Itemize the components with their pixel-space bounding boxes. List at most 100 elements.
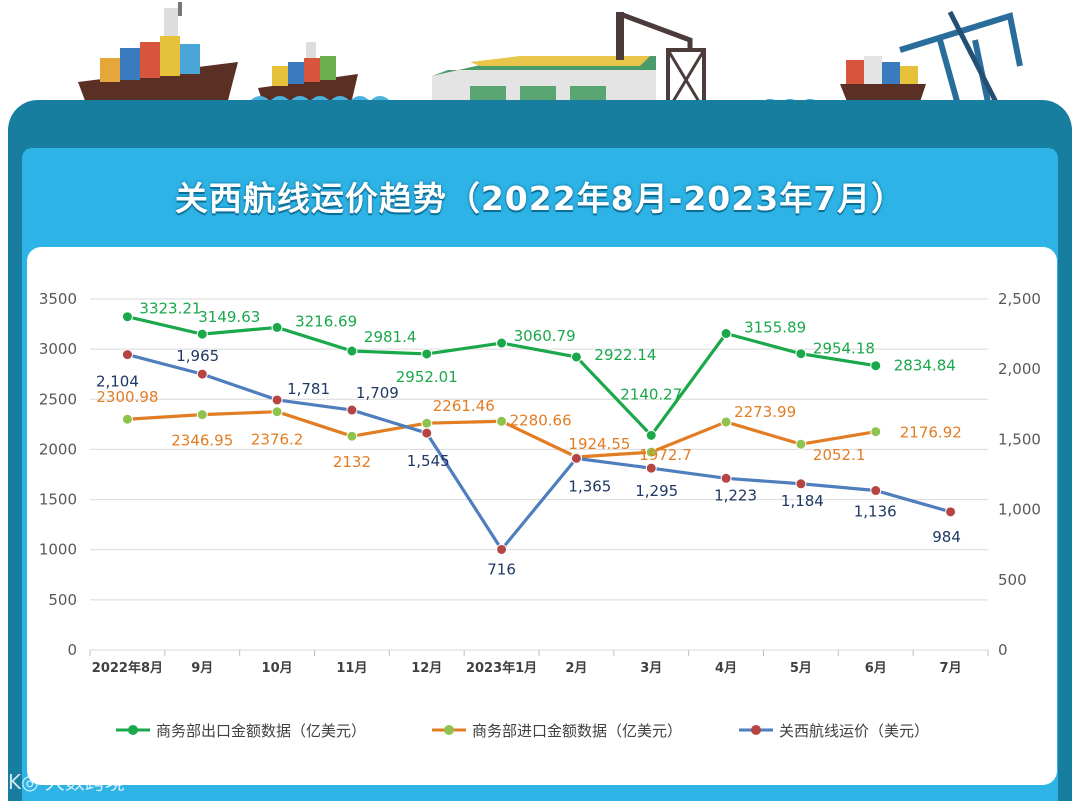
- data-point: [271, 321, 283, 333]
- data-point: [421, 417, 433, 429]
- x-tick-label: 11月: [336, 661, 367, 676]
- data-point: [496, 415, 508, 427]
- x-tick-label: 12月: [411, 661, 442, 676]
- x-tick-label: 9月: [191, 661, 213, 676]
- data-point: [421, 427, 433, 439]
- series-line: [127, 353, 952, 552]
- y-left-tick-label: 0: [67, 641, 77, 659]
- data-point: [196, 328, 208, 340]
- data-label: 1,781: [287, 380, 330, 398]
- data-point: [121, 413, 133, 425]
- data-point: [795, 438, 807, 450]
- legend-marker: [444, 725, 454, 735]
- data-point: [870, 426, 882, 438]
- data-point: [271, 394, 283, 406]
- data-label: 2376.2: [251, 431, 304, 449]
- data-point: [645, 462, 657, 474]
- x-tick-label: 10月: [262, 661, 293, 676]
- data-point: [870, 360, 882, 372]
- data-point: [720, 472, 732, 484]
- data-label: 3323.21: [139, 300, 201, 318]
- legend-marker: [751, 725, 761, 735]
- legend-label: 商务部出口金额数据（亿美元）: [156, 722, 366, 740]
- legend: 商务部出口金额数据（亿美元） 商务部进口金额数据（亿美元） 关西航线运价（美元）: [116, 722, 929, 740]
- data-point: [945, 506, 957, 518]
- y-left-tick-label: 1500: [39, 491, 77, 509]
- data-point: [870, 485, 882, 497]
- data-label: 2954.18: [813, 340, 875, 358]
- chart-title: 关西航线运价趋势（2022年8月-2023年7月）: [174, 179, 906, 218]
- data-point: [795, 478, 807, 490]
- data-label: 2273.99: [734, 403, 796, 421]
- data-point: [720, 416, 732, 428]
- y-right-tick-label: 2,000: [998, 360, 1041, 378]
- data-label: 2300.98: [96, 388, 158, 406]
- data-label: 1,136: [854, 503, 897, 521]
- y-right-tick-label: 1,000: [998, 501, 1041, 519]
- data-point: [570, 351, 582, 363]
- data-point: [645, 446, 657, 458]
- data-label: 3149.63: [198, 308, 260, 326]
- y-right-tick-label: 0: [998, 641, 1008, 659]
- data-label: 716: [487, 560, 516, 578]
- data-point: [346, 404, 358, 416]
- data-point: [346, 345, 358, 357]
- data-point: [271, 406, 283, 418]
- x-tick-label: 3月: [640, 661, 662, 676]
- data-label: 1,365: [568, 477, 611, 495]
- x-tick-label: 6月: [865, 661, 887, 676]
- x-tick-label: 5月: [790, 661, 812, 676]
- warehouse-icon: [432, 56, 656, 106]
- data-point: [570, 452, 582, 464]
- y-left-tick-label: 2000: [39, 440, 77, 458]
- y-left-tick-label: 1000: [39, 541, 77, 559]
- data-label: 2952.01: [396, 368, 458, 386]
- watermark: K◎ 大数跨境: [8, 770, 125, 794]
- data-point: [496, 543, 508, 555]
- data-label: 1972.7: [639, 446, 692, 464]
- data-label: 2981.4: [364, 328, 417, 346]
- data-label: 984: [932, 528, 961, 546]
- y-left-tick-label: 2500: [39, 390, 77, 408]
- data-label: 1,295: [635, 482, 678, 500]
- data-label: 1,965: [176, 347, 219, 365]
- data-point: [196, 368, 208, 380]
- data-label: 1,709: [356, 384, 399, 402]
- data-label: 3216.69: [295, 312, 357, 330]
- data-point: [121, 311, 133, 323]
- data-point: [645, 429, 657, 441]
- x-tick-label: 2022年8月: [92, 660, 163, 676]
- legend-marker: [128, 725, 138, 735]
- y-right-tick-label: 2,500: [998, 290, 1041, 308]
- data-point: [421, 348, 433, 360]
- data-label: 2052.1: [813, 446, 866, 464]
- y-left-tick-label: 500: [48, 591, 77, 609]
- data-label: 2346.95: [171, 432, 233, 450]
- axes: 0 500 1000 1500 2000 2500 3000 3500 0 500 1,000 1,5…: [39, 290, 1041, 676]
- data-label: 1,184: [781, 492, 824, 510]
- y-left-tick-label: 3500: [39, 290, 77, 308]
- data-label: 3155.89: [744, 319, 806, 337]
- data-point: [196, 409, 208, 421]
- data-label: 2922.14: [594, 346, 656, 364]
- legend-label: 关西航线运价（美元）: [779, 722, 929, 740]
- data-label: 3060.79: [514, 327, 576, 345]
- x-tick-label: 2023年1月: [466, 660, 537, 676]
- data-point: [346, 430, 358, 442]
- data-label: 2261.46: [433, 397, 495, 415]
- data-label: 1,545: [407, 452, 450, 470]
- x-tick-label: 4月: [715, 661, 737, 676]
- data-point: [720, 328, 732, 340]
- data-point: [496, 337, 508, 349]
- data-point: [795, 348, 807, 360]
- y-right-tick-label: 1,500: [998, 430, 1041, 448]
- data-label: 2132: [333, 453, 371, 471]
- x-tick-label: 7月: [940, 661, 962, 676]
- data-label: 2,104: [96, 373, 139, 391]
- x-tick-label: 2月: [565, 661, 587, 676]
- data-label: 1924.55: [568, 435, 630, 453]
- data-label: 2280.66: [510, 411, 572, 429]
